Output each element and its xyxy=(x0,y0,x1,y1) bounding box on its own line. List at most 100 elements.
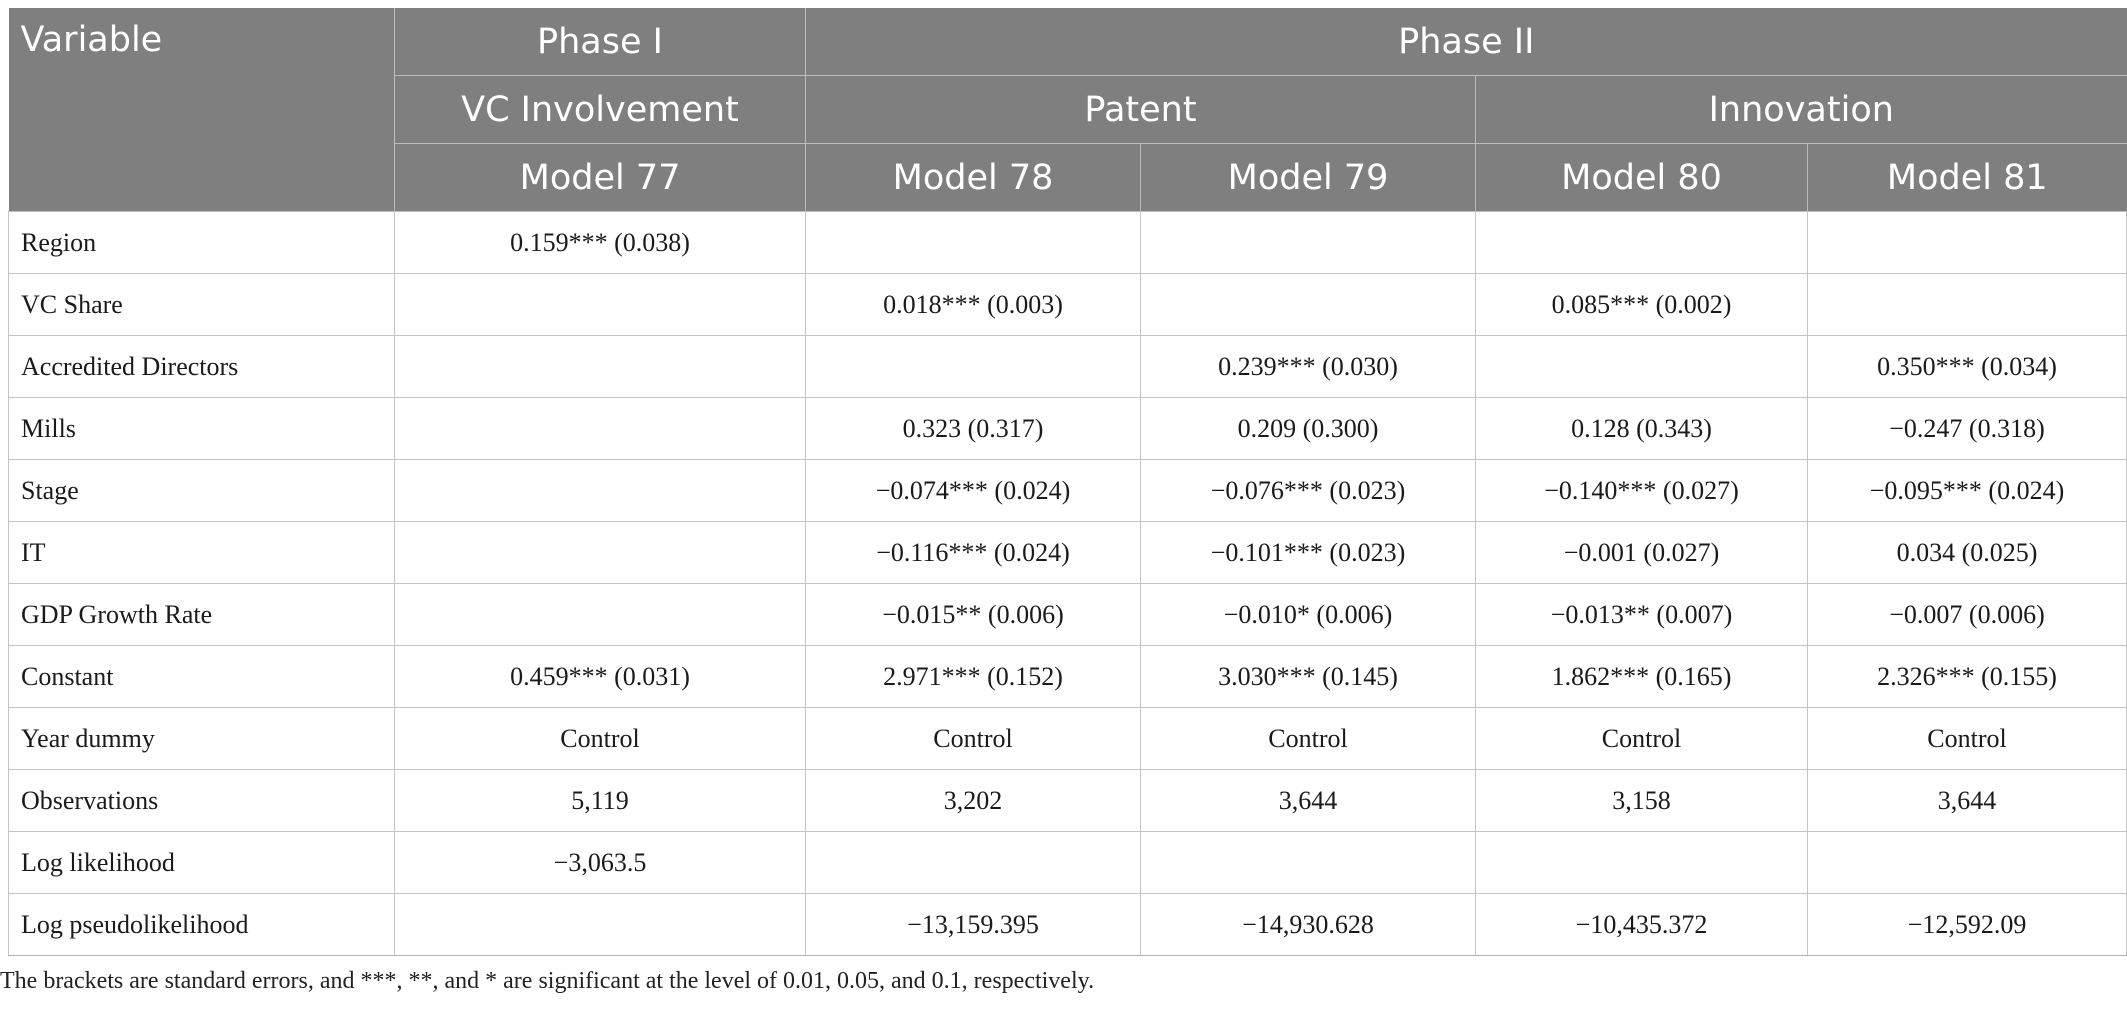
table-cell xyxy=(394,397,806,460)
table-cell: −0.001 (0.027) xyxy=(1475,521,1808,584)
table-cell: 0.239*** (0.030) xyxy=(1140,335,1476,398)
results-table-container: Variable Phase I Phase II VC Involvement… xyxy=(8,8,2127,956)
table-cell: 3,202 xyxy=(805,769,1141,832)
model-79-header: Model 79 xyxy=(1140,143,1476,212)
table-row: Observations 5,119 3,202 3,644 3,158 3,644 xyxy=(8,769,2127,832)
table-cell: 3.030*** (0.145) xyxy=(1140,645,1476,708)
table-cell: 2.971*** (0.152) xyxy=(805,645,1141,708)
table-row: IT −0.116*** (0.024) −0.101*** (0.023) −0.0… xyxy=(8,521,2127,584)
table-cell: 0.459*** (0.031) xyxy=(394,645,806,708)
table-row: Region 0.159*** (0.038) xyxy=(8,211,2127,274)
table-cell xyxy=(1140,273,1476,336)
table-cell xyxy=(805,831,1141,894)
row-label: Mills xyxy=(8,397,395,460)
table-row: Year dummy Control Control Control Control Co… xyxy=(8,707,2127,770)
model-77-header: Model 77 xyxy=(394,143,806,212)
table-cell: 0.323 (0.317) xyxy=(805,397,1141,460)
header-row-phases: Variable Phase I Phase II xyxy=(8,8,2127,212)
table-cell: 0.018*** (0.003) xyxy=(805,273,1141,336)
table-cell xyxy=(394,459,806,522)
table-row: Log likelihood −3,063.5 xyxy=(8,831,2127,894)
table-header: Variable Phase I Phase II VC Involvement… xyxy=(8,8,2127,212)
table-cell: 0.128 (0.343) xyxy=(1475,397,1808,460)
table-cell xyxy=(394,273,806,336)
table-body: Region 0.159*** (0.038) VC Share 0.018*** (… xyxy=(8,211,2127,956)
model-81-header: Model 81 xyxy=(1806,143,2127,212)
row-label: Constant xyxy=(8,645,395,708)
table-cell: −0.015** (0.006) xyxy=(805,583,1141,646)
table-cell: −0.095*** (0.024) xyxy=(1806,459,2127,522)
patent-header: Patent xyxy=(805,75,1476,144)
table-cell: −0.140*** (0.027) xyxy=(1475,459,1808,522)
model-80-header: Model 80 xyxy=(1475,143,1808,212)
row-label: GDP Growth Rate xyxy=(8,583,395,646)
table-cell: 0.159*** (0.038) xyxy=(394,211,806,274)
row-label: Year dummy xyxy=(8,707,395,770)
table-cell: 0.209 (0.300) xyxy=(1140,397,1476,460)
row-label: Accredited Directors xyxy=(8,335,395,398)
table-cell: Control xyxy=(1475,707,1808,770)
table-cell: −0.076*** (0.023) xyxy=(1140,459,1476,522)
row-label: Log likelihood xyxy=(8,831,395,894)
table-cell: 5,119 xyxy=(394,769,806,832)
table-cell xyxy=(1806,273,2127,336)
header-row-models: Model 77 Model 78 Model 79 Model 80 Mode… xyxy=(9,143,2127,212)
table-cell: −12,592.09 xyxy=(1806,893,2127,956)
table-cell: 3,158 xyxy=(1475,769,1808,832)
table-cell xyxy=(1806,211,2127,274)
table-cell: 3,644 xyxy=(1140,769,1476,832)
header-row-groups: VC Involvement Patent Innovation xyxy=(9,75,2127,144)
table-cell: −0.010* (0.006) xyxy=(1140,583,1476,646)
row-label: Log pseudolikelihood xyxy=(8,893,395,956)
table-cell xyxy=(394,893,806,956)
table-row: Mills 0.323 (0.317) 0.209 (0.300) 0.128 (0.… xyxy=(8,397,2127,460)
table-row: Accredited Directors 0.239*** (0.030) 0.35… xyxy=(8,335,2127,398)
phase-1-header: Phase I xyxy=(394,8,806,76)
table-cell: −0.013** (0.007) xyxy=(1475,583,1808,646)
vc-involvement-header: VC Involvement xyxy=(394,75,806,144)
table-cell: −14,930.628 xyxy=(1140,893,1476,956)
table-cell xyxy=(394,335,806,398)
row-label: Region xyxy=(8,211,395,274)
table-row: Log pseudolikelihood −13,159.395 −14,930.6… xyxy=(8,893,2127,956)
table-cell: 0.350*** (0.034) xyxy=(1806,335,2127,398)
table-cell: −0.074*** (0.024) xyxy=(805,459,1141,522)
table-row: VC Share 0.018*** (0.003) 0.085*** (0.002) xyxy=(8,273,2127,336)
table-cell: Control xyxy=(394,707,806,770)
table-cell: −13,159.395 xyxy=(805,893,1141,956)
table-cell xyxy=(805,335,1141,398)
table-cell: 1.862*** (0.165) xyxy=(1475,645,1808,708)
table-cell xyxy=(394,583,806,646)
table-cell xyxy=(1806,831,2127,894)
table-cell xyxy=(1475,211,1808,274)
table-row: Stage −0.074*** (0.024) −0.076*** (0.023) −… xyxy=(8,459,2127,522)
table-footnote: The brackets are standard errors, and **… xyxy=(0,968,1095,994)
table-cell: −0.247 (0.318) xyxy=(1806,397,2127,460)
table-cell: −0.116*** (0.024) xyxy=(805,521,1141,584)
table-cell: Control xyxy=(1140,707,1476,770)
table-cell xyxy=(1475,831,1808,894)
table-cell: 3,644 xyxy=(1806,769,2127,832)
row-label: IT xyxy=(8,521,395,584)
table-cell: 0.085*** (0.002) xyxy=(1475,273,1808,336)
table-cell: −3,063.5 xyxy=(394,831,806,894)
table-cell: −10,435.372 xyxy=(1475,893,1808,956)
variable-header: Variable xyxy=(8,8,395,212)
table-cell: −0.101*** (0.023) xyxy=(1140,521,1476,584)
table-cell xyxy=(1140,211,1476,274)
row-label: Observations xyxy=(8,769,395,832)
table-row: GDP Growth Rate −0.015** (0.006) −0.010* (… xyxy=(8,583,2127,646)
phase-2-header: Phase II xyxy=(804,8,2127,76)
table-cell xyxy=(1140,831,1476,894)
table-cell xyxy=(1475,335,1808,398)
row-label: Stage xyxy=(8,459,395,522)
model-78-header: Model 78 xyxy=(805,143,1141,212)
results-table: Variable Phase I Phase II VC Involvement… xyxy=(8,8,2127,956)
table-cell: −0.007 (0.006) xyxy=(1806,583,2127,646)
table-row: Constant 0.459*** (0.031) 2.971*** (0.152)… xyxy=(8,645,2127,708)
innovation-header: Innovation xyxy=(1474,75,2127,144)
table-cell: 2.326*** (0.155) xyxy=(1806,645,2127,708)
table-cell: Control xyxy=(805,707,1141,770)
row-label: VC Share xyxy=(8,273,395,336)
table-cell xyxy=(805,211,1141,274)
